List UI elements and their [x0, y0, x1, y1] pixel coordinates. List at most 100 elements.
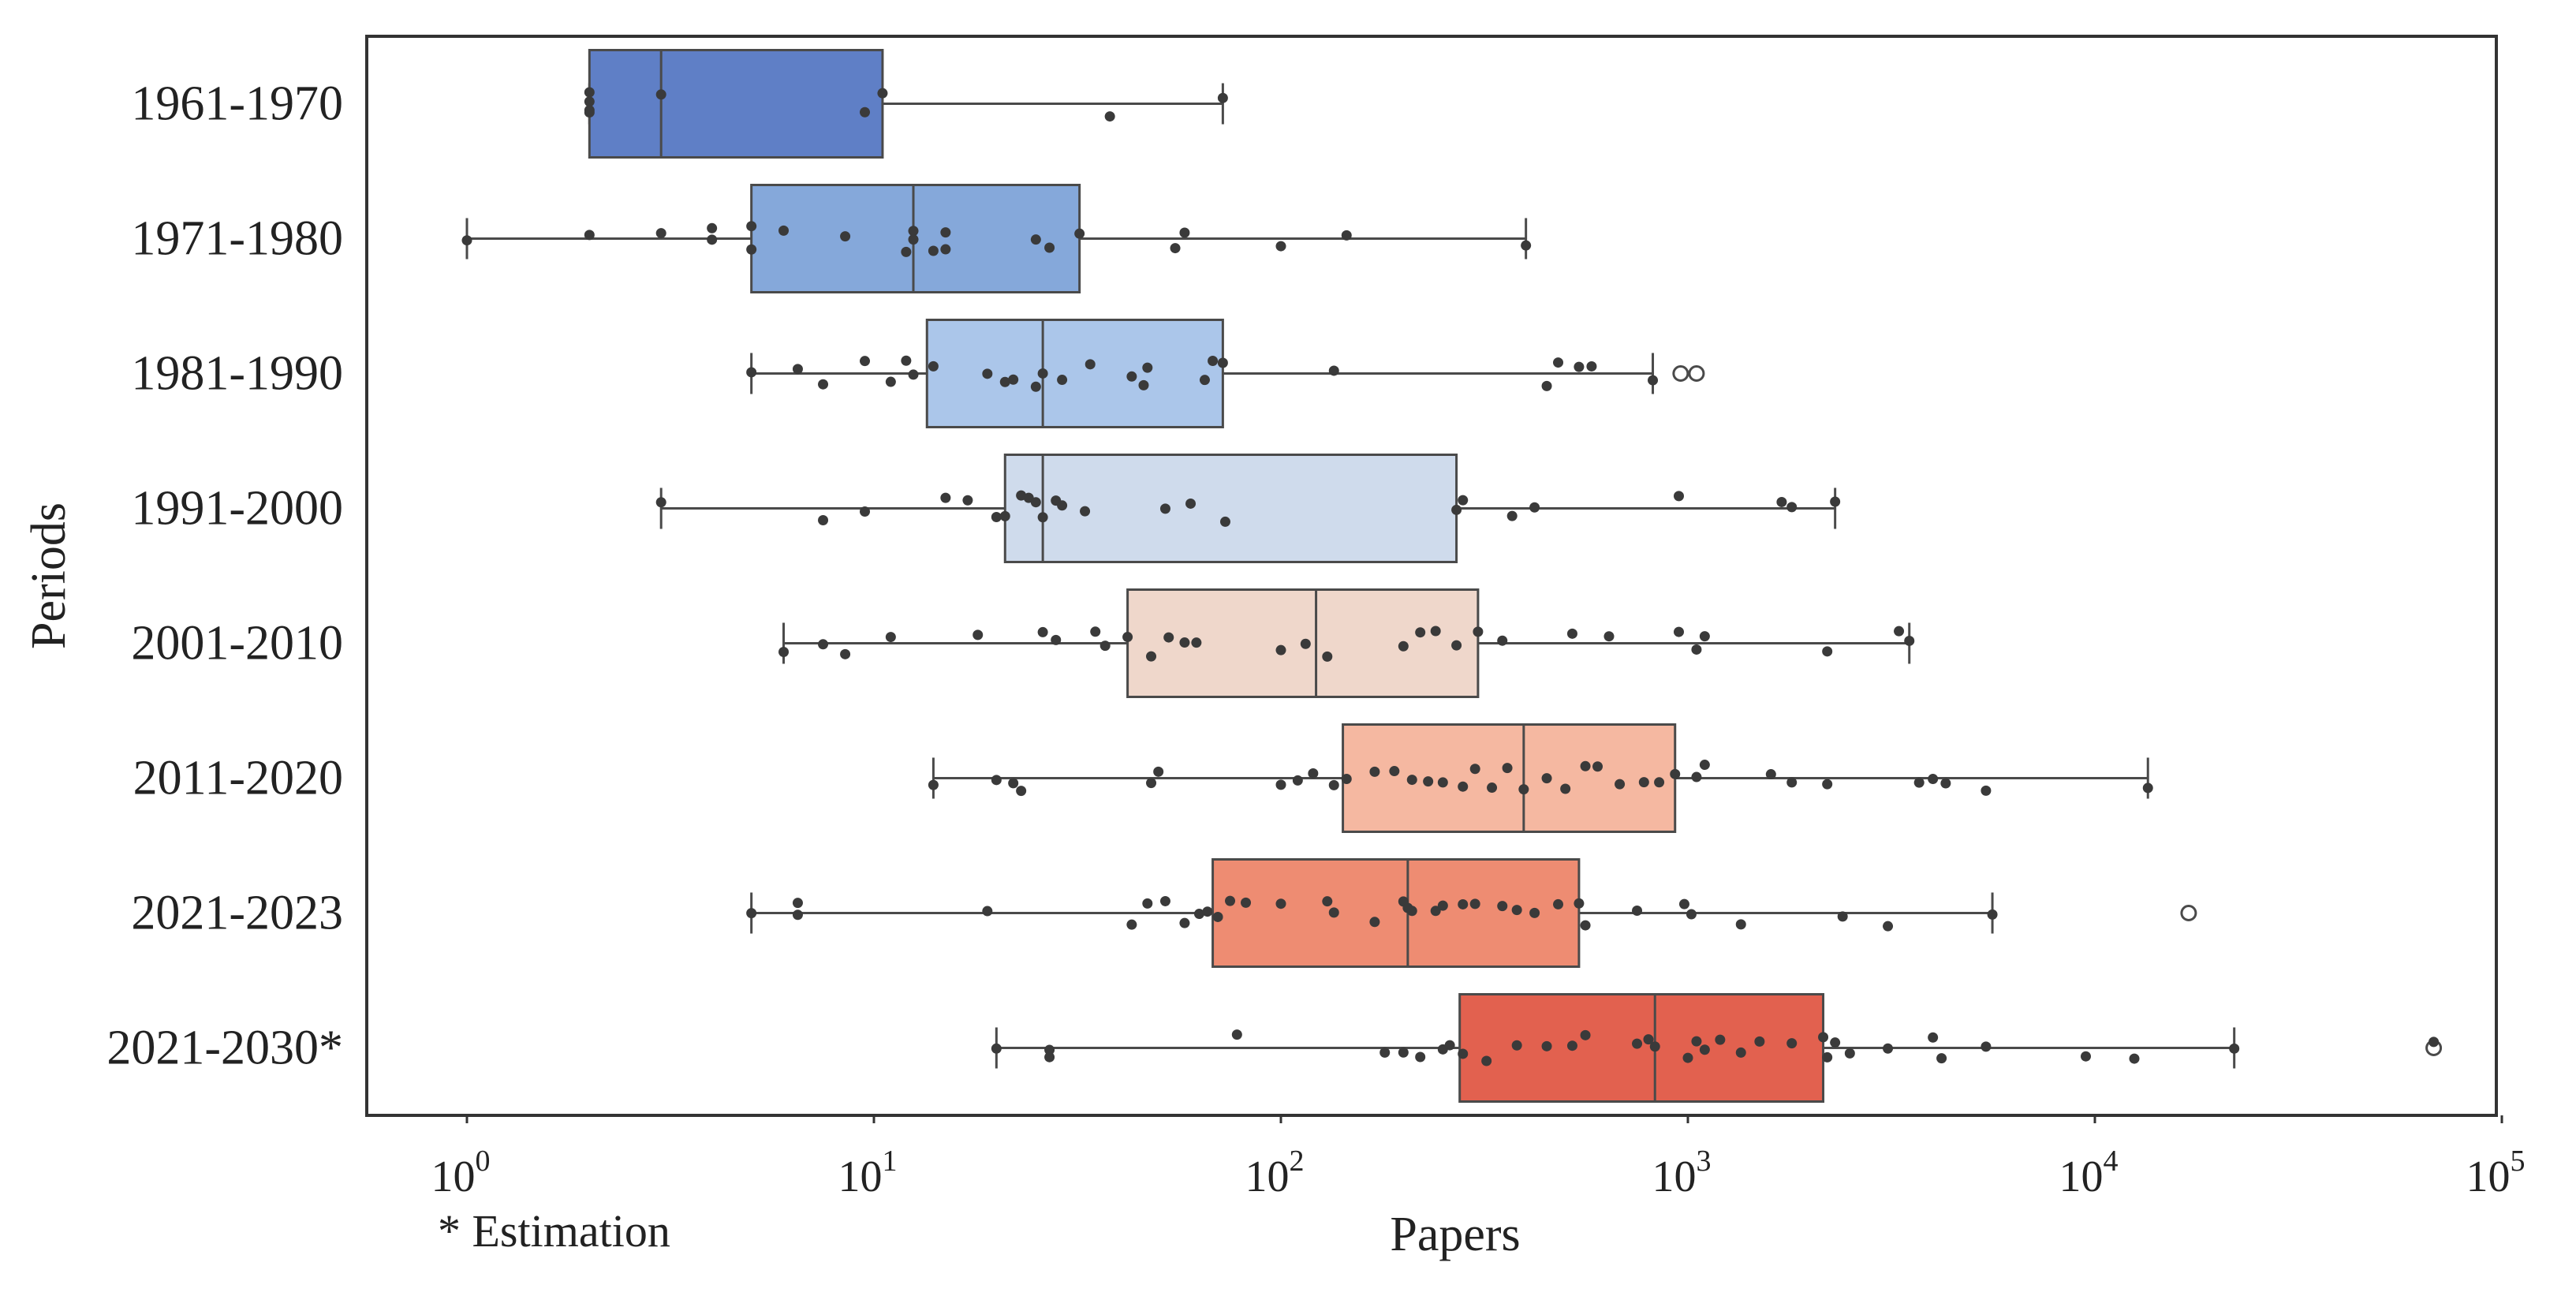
- x-tick-label: 104: [2059, 1145, 2119, 1201]
- iqr-box: [588, 49, 884, 159]
- data-point: [1423, 776, 1434, 787]
- data-point: [1904, 635, 1915, 646]
- data-point: [1398, 1047, 1409, 1058]
- data-point: [928, 360, 939, 372]
- data-point: [1936, 1053, 1947, 1064]
- data-point: [1322, 896, 1333, 907]
- data-point: [1894, 626, 1905, 637]
- data-point: [1122, 632, 1133, 643]
- x-tick-label: 100: [431, 1145, 491, 1201]
- data-point: [1786, 1038, 1798, 1049]
- data-point: [1822, 1051, 1833, 1063]
- y-axis-title: Periods: [22, 502, 76, 649]
- data-point: [1699, 631, 1710, 642]
- data-point: [1518, 784, 1529, 795]
- data-point: [818, 514, 829, 525]
- data-point: [2429, 1036, 2440, 1048]
- data-point: [940, 227, 951, 238]
- data-point: [1928, 1032, 1939, 1043]
- data-point: [982, 368, 993, 379]
- data-point: [1822, 646, 1833, 657]
- data-point: [1008, 778, 1019, 789]
- data-point: [1649, 1041, 1660, 1052]
- outlier-marker: [2180, 905, 2197, 921]
- data-point: [1275, 241, 1286, 252]
- data-point: [1473, 626, 1484, 637]
- data-point: [1193, 909, 1204, 920]
- data-point: [1638, 777, 1649, 788]
- data-point: [1398, 641, 1409, 652]
- data-point: [1691, 644, 1702, 655]
- data-point: [1406, 775, 1417, 786]
- data-point: [1574, 898, 1585, 909]
- data-point: [1037, 368, 1048, 379]
- data-point: [1292, 775, 1303, 786]
- category-label: 2011-2020: [133, 752, 343, 805]
- data-point: [1818, 1032, 1829, 1043]
- data-point: [1051, 634, 1062, 645]
- data-point: [1179, 917, 1190, 928]
- data-point: [1678, 898, 1689, 909]
- category-labels-layer: 1961-1970 1971-1980 1981-1990 1991-2000 2001…: [106, 77, 343, 1075]
- x-tick-label-base: 10: [2466, 1152, 2511, 1201]
- data-point: [1057, 375, 1068, 386]
- data-point: [1699, 1044, 1710, 1055]
- data-point: [1044, 242, 1055, 253]
- data-point: [1437, 777, 1448, 788]
- data-point: [1057, 500, 1068, 511]
- data-point: [1146, 778, 1157, 789]
- x-tick-label: 105: [2466, 1145, 2526, 1201]
- category-label: 1991-2000: [131, 482, 343, 536]
- data-point: [1074, 228, 1085, 239]
- data-point: [940, 244, 951, 255]
- data-point: [1275, 644, 1286, 655]
- data-point: [1138, 379, 1149, 390]
- data-point: [655, 497, 666, 508]
- data-point: [999, 510, 1010, 521]
- data-point: [1030, 381, 1041, 392]
- data-point: [1142, 898, 1153, 909]
- data-point: [1754, 1036, 1765, 1047]
- data-point: [1566, 628, 1577, 639]
- data-point: [1502, 763, 1513, 774]
- data-point: [1674, 626, 1685, 637]
- data-point: [584, 87, 595, 98]
- data-point: [1469, 898, 1480, 909]
- data-point: [1830, 496, 1841, 507]
- data-point: [1369, 766, 1380, 777]
- data-point: [885, 632, 896, 643]
- iqr-box: [1003, 454, 1458, 563]
- data-point: [1444, 1040, 1455, 1051]
- data-point: [885, 376, 896, 387]
- category-label: 2001-2010: [131, 617, 343, 670]
- data-point: [1328, 779, 1339, 790]
- data-point: [991, 775, 1002, 786]
- data-point: [1217, 92, 1228, 103]
- data-point: [908, 234, 919, 245]
- data-point: [792, 909, 803, 921]
- data-point: [1469, 764, 1480, 775]
- data-point: [1822, 779, 1833, 790]
- data-point: [860, 106, 871, 118]
- data-point: [1202, 906, 1213, 917]
- data-point: [1185, 498, 1197, 509]
- data-point: [1037, 626, 1048, 637]
- data-point: [928, 779, 939, 790]
- data-point: [877, 88, 888, 99]
- data-point: [1580, 760, 1591, 771]
- data-point: [1458, 495, 1469, 506]
- data-point: [1085, 359, 1096, 370]
- data-point: [1458, 781, 1469, 792]
- data-point: [940, 492, 951, 503]
- x-tick-label-base: 10: [1652, 1152, 1697, 1201]
- data-point: [1560, 783, 1571, 794]
- data-point: [655, 89, 666, 100]
- data-point: [901, 246, 912, 257]
- data-point: [1643, 1034, 1654, 1045]
- data-point: [1451, 640, 1462, 651]
- x-axis-title: Papers: [1390, 1208, 1520, 1261]
- data-point: [1179, 227, 1190, 238]
- data-point: [1632, 1038, 1643, 1049]
- data-point: [1451, 504, 1462, 515]
